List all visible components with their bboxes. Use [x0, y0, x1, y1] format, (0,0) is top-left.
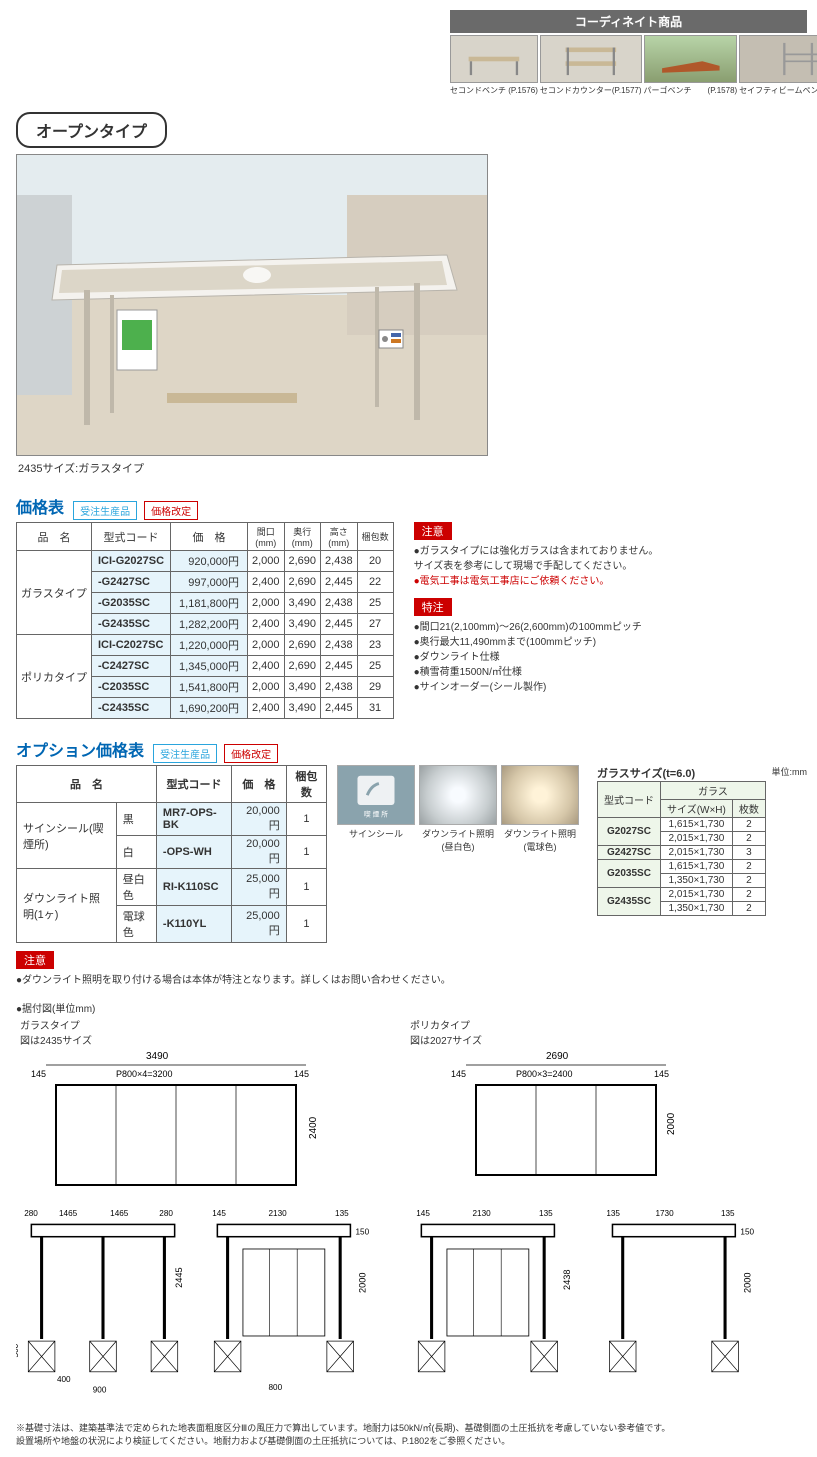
svg-text:500: 500 [16, 1343, 20, 1357]
svg-text:800: 800 [269, 1383, 283, 1392]
coord-item: パーゴベンチ (P.1578) [644, 35, 738, 96]
elevation-side-left: 145 2130 135 2000 150 800 [202, 1206, 376, 1411]
price-title: 価格表 [16, 494, 64, 518]
elevation-front-right: 145 2130 135 2438 [406, 1206, 580, 1411]
coord-header: コーディネイト商品 [450, 10, 807, 33]
swatch-cool-light [419, 765, 497, 825]
plan-diagram-right: 2690 145 P800×3=2400 145 2000 [406, 1047, 766, 1197]
svg-text:135: 135 [335, 1209, 349, 1218]
svg-text:400: 400 [57, 1375, 71, 1384]
svg-text:135: 135 [606, 1209, 620, 1218]
coord-item: セイフティビームペンダユニット P.1686 [739, 35, 817, 96]
elevation-front-left: 280 1465 1465 280 2445 500 400 900 [16, 1206, 190, 1411]
svg-text:2400: 2400 [308, 1116, 319, 1139]
svg-text:145: 145 [451, 1069, 466, 1079]
plan-diagram-left: 3490 145 P800×4=3200 145 2400 [16, 1047, 376, 1197]
price-group: ポリカタイプ [17, 635, 92, 719]
svg-text:150: 150 [356, 1228, 370, 1237]
svg-text:2130: 2130 [473, 1209, 492, 1218]
option-table: 品 名 型式コード 価 格 梱包数 サインシール(喫煙所)黒MR7-OPS-BK… [16, 765, 327, 943]
svg-text:2445: 2445 [174, 1267, 184, 1287]
svg-text:2000: 2000 [743, 1273, 753, 1293]
coord-item: セコンドカウンター(P.1577) [540, 35, 642, 96]
model-code: -C2427SC [92, 656, 171, 677]
installation-diagrams: ガラスタイプ 図は2435サイズ 3490 145 P800×4=3200 14… [16, 1017, 807, 1411]
main-caption: 2435サイズ:ガラスタイプ [18, 460, 807, 476]
price-group: ガラスタイプ [17, 551, 92, 635]
svg-text:2130: 2130 [269, 1209, 288, 1218]
svg-text:145: 145 [294, 1069, 309, 1079]
badge-price-revised: 価格改定 [144, 501, 198, 520]
svg-text:P800×4=3200: P800×4=3200 [116, 1069, 173, 1079]
model-code: -G2427SC [92, 572, 171, 593]
model-code: -G2035SC [92, 593, 171, 614]
svg-text:喫 煙 所: 喫 煙 所 [364, 810, 388, 819]
svg-text:280: 280 [24, 1209, 38, 1218]
open-type-label: オープンタイプ [16, 112, 167, 148]
svg-text:145: 145 [416, 1209, 430, 1218]
price-notes: 注意 ●ガラスタイプには強化ガラスは含まれておりません。 サイズ表を参考にして現… [414, 522, 659, 693]
model-code: ICI-C2027SC [92, 635, 171, 656]
svg-text:135: 135 [721, 1209, 735, 1218]
model-code: -C2435SC [92, 698, 171, 719]
glass-table: 型式コード ガラス サイズ(W×H) 枚数 G2027SC1,615×1,730… [597, 781, 766, 916]
svg-text:145: 145 [654, 1069, 669, 1079]
svg-text:145: 145 [212, 1209, 226, 1218]
svg-text:P800×3=2400: P800×3=2400 [516, 1069, 573, 1079]
badge-made-to-order: 受注生産品 [73, 501, 137, 520]
diagram-title: ●据付図(単位mm) [16, 1000, 807, 1015]
svg-text:1465: 1465 [110, 1209, 129, 1218]
model-code: ICI-G2027SC [92, 551, 171, 572]
swatch-signseal: 喫 煙 所 [337, 765, 415, 825]
svg-text:280: 280 [159, 1209, 173, 1218]
option-title: オプション価格表 [16, 737, 144, 761]
coordinate-products: コーディネイト商品 セコンドベンチ (P.1576) セコンドカウンター(P.1… [450, 10, 807, 96]
option-warn-label: 注意 [16, 951, 54, 969]
model-code: -G2435SC [92, 614, 171, 635]
svg-text:1730: 1730 [655, 1209, 674, 1218]
elevation-side-right: 135 1730 135 2000 150 [592, 1206, 766, 1411]
model-code: -C2035SC [92, 677, 171, 698]
footnote: ※基礎寸法は、建築基準法で定められた地表面粗度区分Ⅲの風圧力で算出しています。地… [16, 1421, 801, 1447]
svg-text:2438: 2438 [562, 1269, 572, 1289]
svg-text:150: 150 [740, 1228, 754, 1237]
svg-text:2000: 2000 [666, 1112, 677, 1135]
coord-item: セコンドベンチ (P.1576) [450, 35, 538, 96]
svg-text:900: 900 [93, 1385, 107, 1394]
glass-size-block: ガラスサイズ(t=6.0) 単位:mm 型式コード ガラス サイズ(W×H) 枚… [597, 765, 807, 916]
svg-text:3490: 3490 [146, 1051, 169, 1062]
svg-text:135: 135 [539, 1209, 553, 1218]
option-warn: ●ダウンライト照明を取り付ける場合は本体が特注となります。詳しくはお問い合わせく… [16, 975, 451, 986]
svg-text:2000: 2000 [358, 1273, 368, 1293]
svg-text:1465: 1465 [59, 1209, 78, 1218]
option-swatches: 喫 煙 所 サインシール ダウンライト照明 (昼白色) ダウンライト照明 (電球… [337, 765, 579, 853]
swatch-warm-light [501, 765, 579, 825]
price-table: 品 名 型式コード 価 格 間口 (mm) 奥行 (mm) 高さ (mm) 梱包… [16, 522, 394, 719]
svg-text:145: 145 [31, 1069, 46, 1079]
svg-text:2690: 2690 [546, 1051, 569, 1062]
main-product-image [16, 154, 488, 456]
